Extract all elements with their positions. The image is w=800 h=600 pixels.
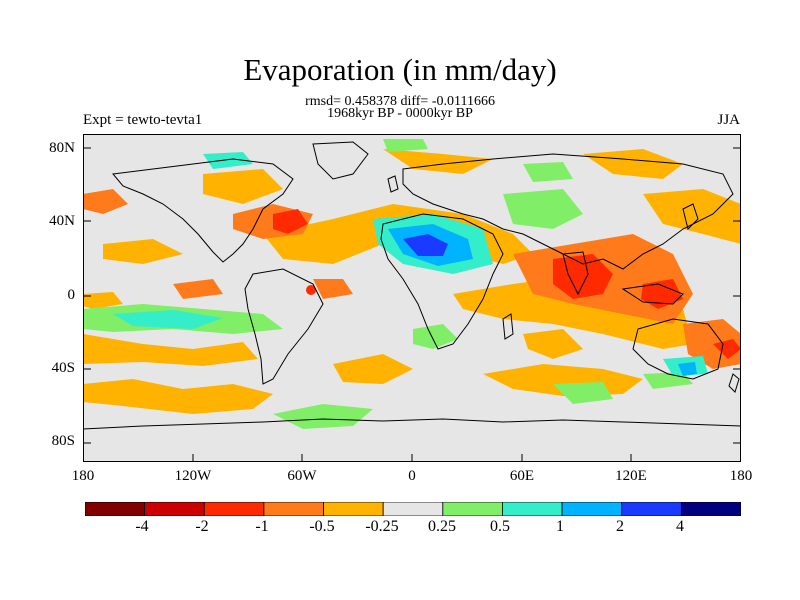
lat-tick-80n: 80N (49, 140, 75, 156)
colorbar-swatch (561, 502, 623, 516)
colorbar-label: -1 (255, 518, 269, 535)
lon-tick-60e: 60E (509, 468, 535, 484)
lon-tick-60w: 60W (287, 468, 317, 484)
colorbar-swatch (323, 502, 384, 516)
coastlines (83, 141, 741, 430)
colorbar-label: 2 (616, 518, 624, 535)
colorbar-label: 4 (676, 518, 684, 535)
field-red (273, 209, 741, 359)
colorbar-label: -4 (135, 518, 149, 535)
colorbar-label: 0.5 (490, 518, 510, 535)
axis-ticks (83, 147, 741, 462)
evaporation-map (83, 134, 741, 462)
colorbar-swatch (144, 502, 205, 516)
lat-tick-0: 0 (67, 287, 76, 303)
colorbar-swatch (263, 502, 324, 516)
lon-tick-120w: 120W (174, 468, 212, 484)
colorbar-swatch (382, 502, 444, 516)
colorbar-swatch (621, 502, 682, 516)
colorbar-swatch (680, 502, 741, 516)
colorbar-swatch (203, 502, 265, 516)
season-label: JJA (717, 112, 740, 128)
lon-tick-180w: 180 (71, 468, 95, 484)
lon-tick-0: 0 (408, 468, 416, 484)
colorbar-label: 1 (556, 518, 564, 535)
stats-line: rmsd= 0.458378 diff= -0.0111666 (305, 94, 495, 109)
colorbar-label: -0.25 (365, 518, 399, 535)
lat-tick-40n: 40N (49, 213, 75, 229)
colorbar-label: 0.25 (428, 518, 456, 535)
experiment-label: Expt = tewto-tevta1 (83, 112, 203, 128)
lon-tick-120e: 120E (615, 468, 647, 484)
lon-tick-180e: 180 (729, 468, 753, 484)
colorbar-swatch (502, 502, 563, 516)
field-blue (403, 234, 448, 256)
colorbar-label: -2 (195, 518, 209, 535)
colorbar-label: -0.5 (309, 518, 335, 535)
colorbar-swatch (85, 502, 146, 516)
period-line: 1968kyr BP - 0000kyr BP (327, 106, 473, 121)
lat-tick-80s: 80S (51, 433, 75, 449)
colorbar-swatch (442, 502, 503, 516)
lat-tick-40s: 40S (51, 360, 75, 376)
map-title: Evaporation (in mm/day) (243, 52, 557, 87)
colorbar (85, 502, 741, 516)
